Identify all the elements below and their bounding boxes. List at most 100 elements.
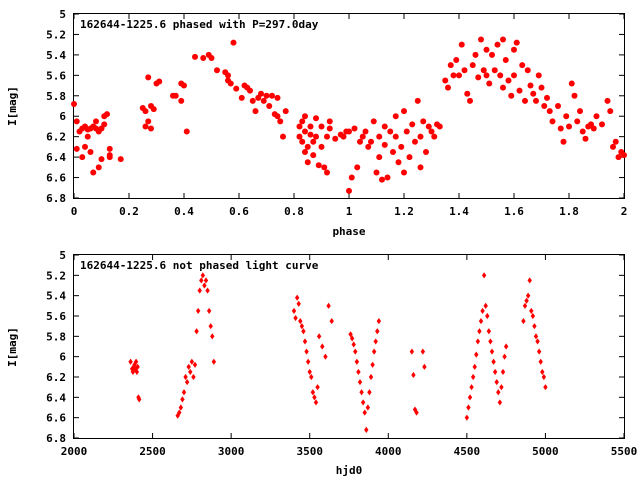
data-point	[354, 358, 360, 365]
phased-x-tick-label: 1.6	[504, 205, 524, 218]
data-point	[557, 125, 564, 132]
data-point	[326, 118, 333, 125]
data-point	[615, 154, 622, 161]
data-point	[480, 307, 485, 314]
data-point	[260, 97, 267, 104]
data-point	[535, 338, 540, 345]
data-point	[511, 72, 517, 79]
data-point	[313, 115, 319, 122]
data-point	[409, 121, 416, 128]
data-point	[469, 384, 474, 391]
data-point	[362, 128, 369, 135]
data-point	[84, 133, 91, 140]
data-point	[494, 379, 499, 386]
data-point	[406, 154, 413, 161]
data-point	[535, 72, 542, 79]
data-point	[318, 123, 325, 130]
phased-y-tick-label: 5.4	[46, 49, 66, 62]
data-point	[368, 138, 374, 145]
data-point	[299, 323, 305, 330]
data-point	[483, 302, 488, 309]
data-point	[527, 277, 532, 284]
phased-y-tick-label: 6.8	[46, 192, 66, 205]
unphased-data-points	[128, 272, 548, 433]
data-point	[579, 128, 586, 135]
data-point	[192, 53, 198, 60]
data-point	[195, 307, 201, 314]
data-point	[208, 323, 213, 330]
unphased-x-tick-label: 5000	[532, 445, 559, 458]
data-point	[412, 138, 418, 145]
data-point	[208, 54, 215, 61]
data-point	[211, 358, 217, 365]
data-point	[478, 36, 484, 43]
data-point	[316, 333, 322, 340]
data-point	[206, 307, 212, 314]
data-point	[513, 39, 520, 46]
data-point	[522, 302, 528, 309]
unphased-x-axis-label: hjd0	[336, 464, 363, 477]
data-point	[436, 123, 443, 130]
data-point	[450, 72, 457, 79]
data-point	[106, 145, 113, 152]
data-point	[541, 373, 547, 381]
unphased-y-tick-label: 6	[59, 351, 66, 364]
phased-x-tick-label: 1.2	[394, 205, 414, 218]
data-point	[227, 80, 234, 87]
data-point	[296, 300, 301, 307]
unphased-y-axis-label: I[mag]	[6, 327, 19, 367]
data-point	[351, 341, 356, 348]
data-point	[577, 108, 583, 115]
data-point	[357, 138, 363, 145]
data-point	[491, 358, 496, 365]
data-point	[474, 351, 479, 358]
data-point	[101, 121, 108, 128]
data-point	[376, 133, 383, 140]
data-point	[200, 54, 207, 61]
data-point	[156, 78, 163, 85]
unphased-y-tick-label: 5	[59, 249, 66, 262]
phased-x-tick-label: 2	[621, 205, 628, 218]
data-point	[475, 338, 481, 345]
data-point	[299, 138, 306, 145]
data-point	[302, 338, 308, 345]
data-point	[323, 353, 328, 360]
data-point	[373, 338, 378, 345]
data-point	[500, 84, 506, 91]
data-point	[225, 72, 231, 79]
data-point	[266, 103, 273, 109]
data-point	[505, 77, 512, 84]
phased-x-tick-label: 0.4	[174, 205, 194, 218]
data-point	[104, 111, 110, 118]
data-point	[604, 97, 611, 104]
data-point	[423, 149, 429, 155]
unphased-plot-frame	[73, 254, 625, 439]
phased-y-tick-label: 5.2	[46, 28, 66, 41]
phased-y-tick-label: 6.2	[46, 131, 66, 144]
data-point	[310, 389, 316, 396]
data-point	[230, 39, 237, 46]
data-point	[464, 414, 470, 421]
unphased-x-tick-label: 2000	[61, 445, 88, 458]
data-point	[409, 348, 415, 355]
data-point	[189, 358, 195, 365]
data-point	[348, 174, 355, 181]
data-point	[304, 143, 311, 150]
data-point	[442, 77, 449, 84]
data-point	[500, 368, 506, 375]
data-point	[214, 67, 220, 74]
data-point	[566, 123, 572, 130]
data-point	[313, 133, 319, 140]
data-point	[480, 67, 487, 74]
data-point	[356, 368, 361, 375]
phased-y-tick-label: 6.4	[46, 151, 66, 164]
phased-x-tick-label: 0.8	[284, 205, 304, 218]
data-point	[502, 57, 509, 63]
data-point	[525, 292, 531, 299]
data-point	[304, 348, 309, 355]
unphased-chart: 162644-1225.6 not phased light curve hjd…	[6, 249, 637, 477]
data-point	[192, 361, 198, 368]
data-point	[582, 135, 589, 142]
data-point	[307, 368, 312, 375]
data-point	[79, 154, 86, 161]
